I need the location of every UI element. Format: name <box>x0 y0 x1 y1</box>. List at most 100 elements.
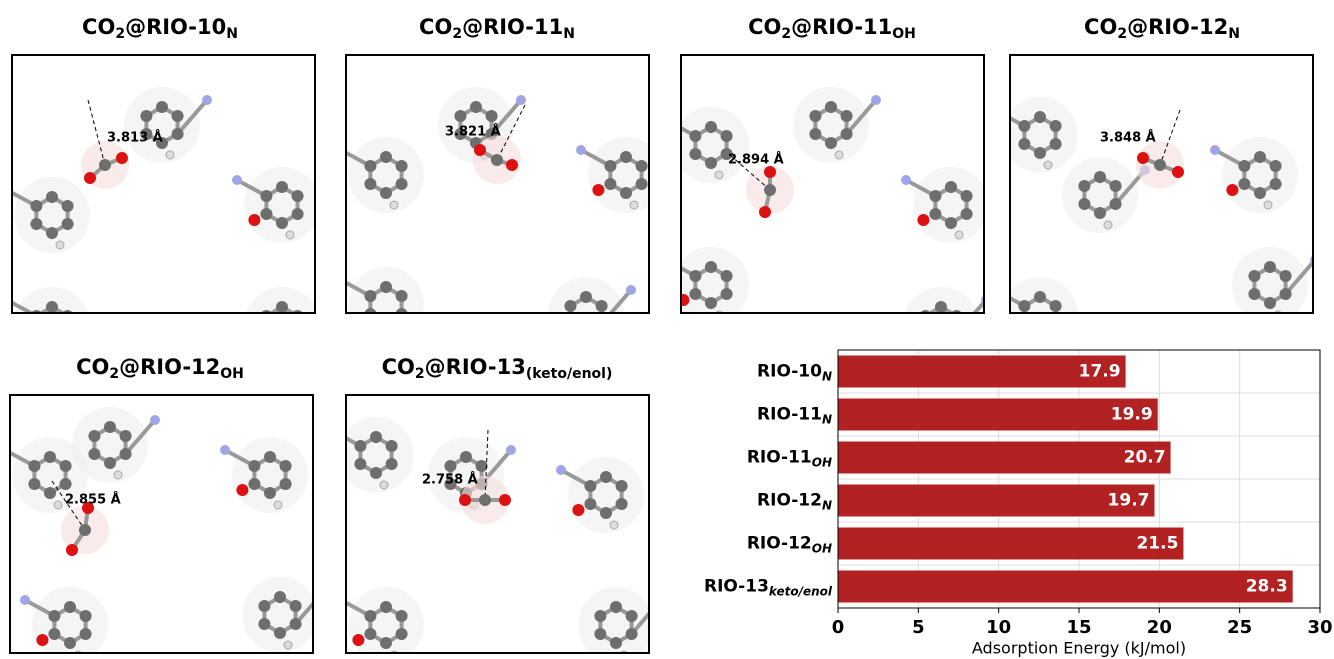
x-tick-label: 10 <box>986 617 1011 638</box>
hydrogen <box>629 200 639 210</box>
carbon <box>705 261 717 273</box>
bar <box>838 441 1171 474</box>
carbon <box>1269 160 1282 172</box>
oxygen <box>764 166 776 178</box>
nitrogen <box>1310 255 1313 265</box>
oxygen <box>592 184 605 196</box>
oxygen <box>499 494 511 506</box>
nitrogen <box>20 595 30 605</box>
distance-label: 3.821 Å <box>445 124 501 140</box>
hydrogen <box>283 640 293 650</box>
carbon <box>46 191 58 203</box>
category-sub: OH <box>812 455 832 469</box>
hydrogen <box>714 170 724 180</box>
carbon <box>279 478 292 490</box>
carbon <box>935 301 947 313</box>
carbon <box>289 600 302 612</box>
carbon <box>1018 138 1031 150</box>
framework <box>1006 97 1313 336</box>
bond <box>972 299 984 313</box>
carbon <box>46 337 58 349</box>
halo <box>1010 277 1078 313</box>
carbon <box>264 451 276 463</box>
carbon <box>1049 120 1062 132</box>
category-sub: OH <box>812 541 832 555</box>
category-sub: N <box>822 369 832 383</box>
carbon <box>274 627 286 639</box>
carbon <box>260 190 273 202</box>
carbon <box>600 507 612 519</box>
carbon <box>380 281 392 293</box>
carbon <box>580 291 592 303</box>
title-part: @RIO-12 <box>119 355 220 379</box>
carbon <box>635 160 648 172</box>
carbon <box>31 310 42 313</box>
halo <box>1222 137 1298 213</box>
bond <box>52 334 68 343</box>
nitrogen <box>506 445 516 455</box>
carbon <box>59 460 72 472</box>
carbon <box>564 318 576 330</box>
carbon <box>720 270 733 282</box>
hydrogen <box>389 200 399 210</box>
carbon <box>720 288 733 300</box>
carbon <box>44 451 56 463</box>
carbon <box>809 110 822 122</box>
carbon <box>385 440 398 452</box>
title-sub: N <box>226 26 238 42</box>
carbon <box>1154 159 1166 171</box>
oxygen <box>1172 166 1184 178</box>
bond <box>176 98 209 136</box>
halo <box>548 277 624 313</box>
carbon <box>291 208 304 220</box>
x-tick-label: 5 <box>912 617 925 638</box>
halo <box>588 137 649 213</box>
carbon <box>1094 171 1106 183</box>
oxygen <box>459 494 471 506</box>
carbon <box>395 628 408 640</box>
structure-panel: 2.855 Å <box>9 394 314 654</box>
carbon <box>470 101 482 113</box>
carbon <box>1018 318 1030 330</box>
carbon <box>62 310 73 313</box>
carbon <box>156 137 168 149</box>
carbon <box>46 227 58 239</box>
hydrogen <box>273 500 283 510</box>
distance-label: 2.758 Å <box>422 472 478 488</box>
nitrogen <box>2 295 12 305</box>
halo <box>14 177 90 253</box>
carbon <box>140 128 153 140</box>
carbon <box>279 460 292 472</box>
title-part: CO <box>82 15 115 39</box>
halo <box>244 167 315 243</box>
panel-title: CO2@RIO-11OH <box>748 15 916 42</box>
oxygen <box>917 214 930 226</box>
halo <box>793 87 869 163</box>
nitrogen <box>656 595 666 605</box>
panel-frame <box>1009 54 1314 314</box>
panel-title: CO2@RIO-13(keto/enol) <box>382 355 613 382</box>
carbon <box>1018 120 1031 132</box>
bond <box>925 334 941 343</box>
carbon <box>62 328 74 340</box>
title-part: CO <box>76 355 109 379</box>
carbon <box>635 178 648 190</box>
oxygen <box>1006 324 1018 336</box>
carbon <box>1078 180 1091 192</box>
carbon <box>625 610 638 622</box>
oxygen <box>352 314 364 326</box>
contact-line <box>1159 109 1181 166</box>
nitrogen <box>232 175 242 185</box>
carbon <box>79 524 91 536</box>
bond <box>586 324 602 333</box>
carbon <box>104 421 116 433</box>
carbon <box>1264 261 1276 273</box>
bond <box>608 288 633 313</box>
carbon <box>615 498 628 510</box>
carbon <box>1264 297 1276 309</box>
title-part: @RIO-11 <box>462 15 563 39</box>
carbon <box>919 328 931 340</box>
carbon <box>64 601 76 613</box>
carbon <box>1049 138 1062 150</box>
